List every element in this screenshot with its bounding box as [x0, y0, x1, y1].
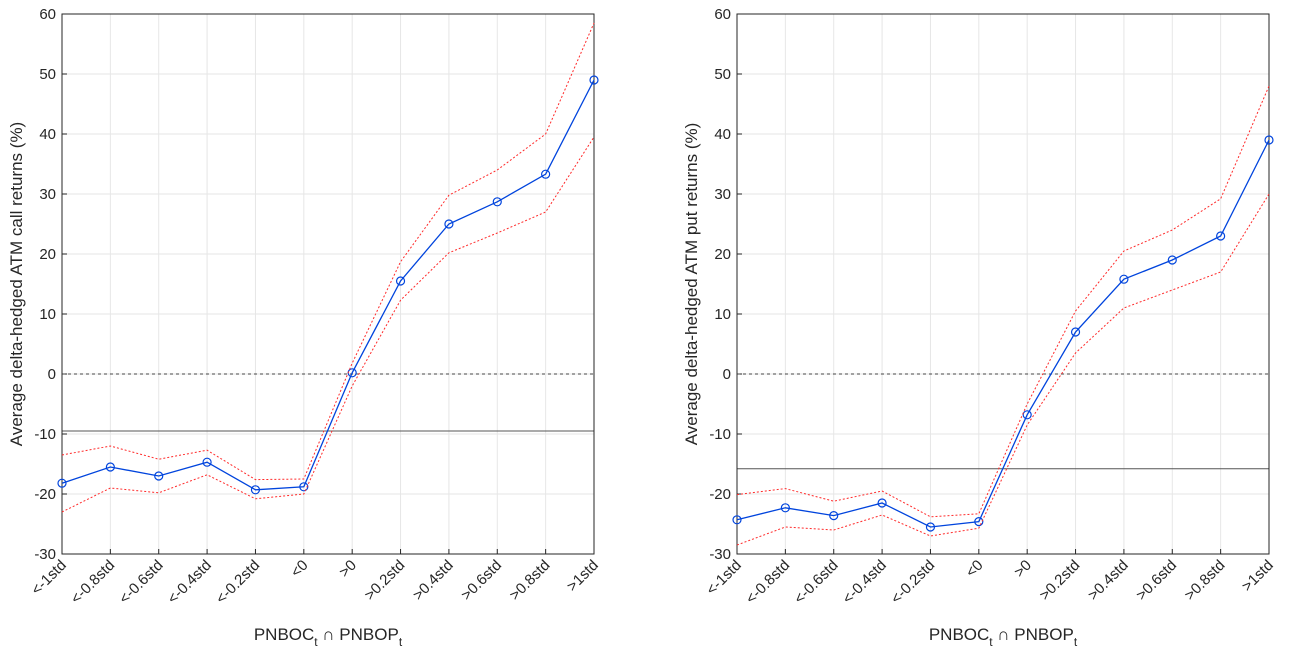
- y-axis-label: Average delta-hedged ATM put returns (%): [682, 123, 701, 446]
- y-tick-label: 50: [714, 66, 731, 83]
- y-tick-label: -30: [34, 546, 56, 563]
- point-marker: [1216, 231, 1226, 241]
- point-marker: [154, 471, 164, 481]
- x-tick-label: >0: [336, 557, 360, 581]
- subscript: t: [314, 635, 318, 649]
- point-marker: [925, 522, 936, 532]
- plot-frame: [61, 13, 595, 555]
- x-tick-label: >1std: [564, 557, 602, 595]
- point-marker: [57, 478, 67, 488]
- label-part: ∩ PNBOP: [993, 625, 1074, 644]
- x-axis-label: PNBOCt ∩ PNBOPt: [254, 625, 403, 649]
- y-tick-label: 30: [714, 186, 731, 203]
- x-axis-label: PNBOCt ∩ PNBOPt: [929, 625, 1078, 649]
- y-tick-label: 20: [39, 246, 56, 263]
- x-tick-label: <-0.4std: [164, 557, 215, 608]
- y-tick-label: 30: [39, 186, 56, 203]
- x-tick-label: <-0.2std: [888, 557, 939, 608]
- x-tick-label: <-0.4std: [839, 557, 890, 608]
- x-tick-label: >0.2std: [361, 557, 408, 604]
- y-tick-label: 60: [714, 6, 731, 23]
- x-tick-label: >0: [1011, 557, 1035, 581]
- x-tick-label: <-0.8std: [743, 557, 794, 608]
- y-tick-label: 20: [714, 246, 731, 263]
- y-tick-label: -20: [709, 486, 731, 503]
- point-marker: [105, 462, 115, 472]
- subscript: t: [1074, 635, 1078, 649]
- series-line: [61, 79, 595, 491]
- x-tick-label: >1std: [1239, 557, 1277, 595]
- x-tick-label: <0: [288, 557, 312, 581]
- series-line: [736, 193, 1270, 546]
- x-tick-label: <-1std: [703, 557, 745, 599]
- point-marker: [492, 197, 502, 207]
- y-tick-label: 10: [39, 306, 56, 323]
- y-axis-label: Average delta-hedged ATM call returns (%…: [7, 122, 26, 446]
- x-tick-label: >0.6std: [1133, 557, 1180, 604]
- point-marker: [202, 457, 212, 467]
- point-marker: [589, 75, 599, 85]
- plot-frame: [736, 13, 1270, 555]
- x-tick-label: >0.4std: [410, 557, 457, 604]
- point-marker: [732, 515, 742, 525]
- point-marker: [780, 503, 790, 513]
- chart: -30-20-100102030405060<-1std<-0.8std<-0.…: [682, 6, 1277, 649]
- x-tick-label: >0.8std: [506, 557, 553, 604]
- y-tick-label: -30: [709, 546, 731, 563]
- x-tick-label: >0.4std: [1085, 557, 1132, 604]
- x-tick-label: <-0.2std: [213, 557, 264, 608]
- point-marker: [974, 516, 984, 527]
- point-marker: [829, 510, 839, 521]
- y-tick-label: -10: [709, 426, 731, 443]
- label-part: PNBOC: [254, 625, 314, 644]
- y-tick-label: 50: [39, 66, 56, 83]
- y-tick-label: 0: [723, 366, 731, 383]
- point-marker: [877, 498, 887, 508]
- y-tick-label: -10: [34, 426, 56, 443]
- point-marker: [299, 482, 309, 492]
- point-marker: [250, 485, 261, 495]
- point-marker: [1167, 255, 1177, 265]
- y-tick-label: 60: [39, 6, 56, 23]
- point-marker: [444, 219, 454, 229]
- series-line: [61, 22, 595, 481]
- x-tick-label: <-0.6std: [116, 557, 167, 608]
- series-line: [736, 85, 1270, 518]
- y-tick-label: 40: [39, 126, 56, 143]
- y-tick-label: 10: [714, 306, 731, 323]
- x-tick-label: <0: [963, 557, 987, 581]
- y-tick-label: -20: [34, 486, 56, 503]
- y-tick-label: 0: [48, 366, 56, 383]
- x-tick-label: <-0.6std: [791, 557, 842, 608]
- point-marker: [395, 276, 406, 286]
- x-tick-label: <-1std: [28, 557, 70, 599]
- point-marker: [1119, 274, 1129, 284]
- series-line: [61, 136, 595, 513]
- x-tick-label: >0.8std: [1181, 557, 1228, 604]
- series-line: [736, 139, 1270, 528]
- subscript: t: [989, 635, 993, 649]
- point-marker: [541, 169, 551, 179]
- point-marker: [1022, 410, 1032, 420]
- point-marker: [1264, 135, 1274, 145]
- subscript: t: [399, 635, 403, 649]
- point-marker: [1070, 327, 1081, 337]
- label-part: PNBOC: [929, 625, 989, 644]
- label-part: ∩ PNBOP: [318, 625, 399, 644]
- x-tick-label: >0.6std: [458, 557, 505, 604]
- chart: -30-20-100102030405060<-1std<-0.8std<-0.…: [7, 6, 602, 649]
- x-tick-label: <-0.8std: [68, 557, 119, 608]
- y-tick-label: 40: [714, 126, 731, 143]
- x-tick-label: >0.2std: [1036, 557, 1083, 604]
